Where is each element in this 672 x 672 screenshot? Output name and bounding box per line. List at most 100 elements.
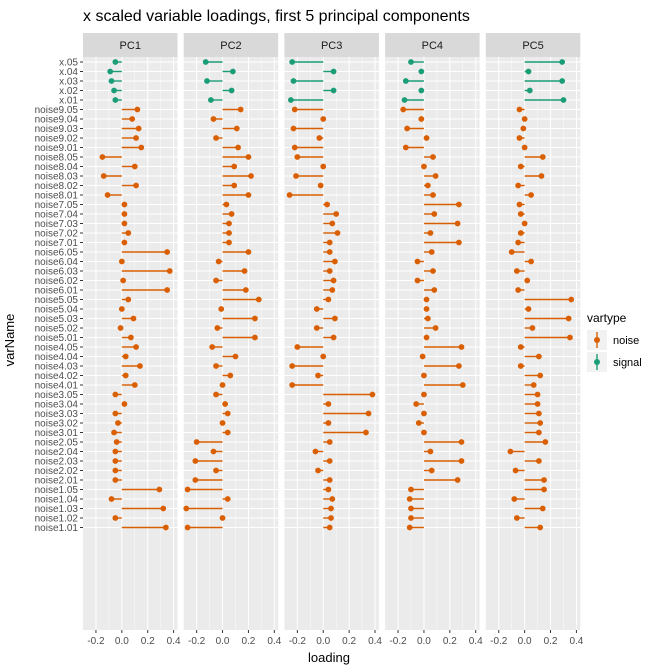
point-noise4.05 — [517, 344, 524, 350]
point-noise5.02 — [313, 325, 320, 331]
strip-background — [83, 33, 178, 57]
y-tick-label-noise8.03: noise8.03 — [35, 172, 79, 183]
y-tick-label-noise2.04: noise2.04 — [35, 447, 79, 458]
point-noise9.04 — [320, 116, 327, 122]
point-noise4.03 — [517, 363, 524, 369]
point-noise7.02 — [226, 230, 232, 236]
point-noise6.05 — [326, 249, 333, 255]
point-noise9.04 — [129, 116, 136, 122]
y-tick-label-noise3.03: noise3.03 — [35, 409, 79, 420]
point-noise9.03 — [135, 125, 142, 132]
point-noise4.05 — [294, 344, 301, 350]
point-noise7.03 — [329, 220, 336, 227]
point-noise8.03 — [248, 173, 254, 179]
point-noise9.05 — [237, 106, 244, 113]
y-tick-label-noise2.05: noise2.05 — [35, 438, 79, 449]
point-noise5.01 — [127, 334, 134, 341]
point-noise6.05 — [428, 249, 435, 255]
point-noise8.04 — [131, 163, 138, 170]
point-noise8.04 — [231, 163, 238, 170]
point-noise6.04 — [528, 258, 535, 265]
point-noise3.04 — [413, 401, 420, 407]
point-noise3.03 — [112, 410, 119, 417]
point-noise3.05 — [534, 391, 541, 398]
point-noise2.05 — [193, 439, 200, 445]
point-noise4.04 — [122, 353, 129, 360]
y-tick-label-noise4.03: noise4.03 — [35, 362, 79, 373]
point-noise3.04 — [534, 401, 541, 407]
point-x.04 — [107, 68, 114, 75]
strip-label-pc4: PC4 — [422, 40, 443, 52]
x-tick-label: 0.0 — [216, 636, 230, 647]
y-tick-label-noise4.02: noise4.02 — [35, 371, 79, 382]
panel-pc1: PC1 — [83, 33, 178, 630]
point-noise2.02 — [213, 467, 219, 474]
point-noise1.05 — [541, 486, 547, 493]
point-noise1.03 — [408, 505, 414, 512]
point-noise3.02 — [115, 420, 121, 426]
point-noise1.01 — [406, 524, 413, 531]
point-noise9.01 — [521, 144, 528, 151]
point-noise3.05 — [213, 391, 219, 398]
point-noise9.02 — [213, 135, 219, 141]
strip-label-pc2: PC2 — [220, 40, 241, 52]
x-tick-label: 0.4 — [569, 636, 583, 647]
point-noise6.01 — [242, 287, 249, 293]
x-tick-label: -0.2 — [87, 636, 105, 647]
panel-pc4: PC4 — [385, 33, 480, 630]
point-noise8.03 — [432, 173, 439, 179]
point-noise3.01 — [421, 429, 427, 436]
point-x.01 — [112, 97, 119, 103]
point-noise9.05 — [134, 106, 141, 113]
point-noise9.03 — [520, 125, 527, 132]
point-noise7.04 — [517, 211, 524, 217]
point-noise6.04 — [215, 258, 222, 265]
point-noise2.02 — [512, 467, 519, 474]
y-tick-label-noise5.04: noise5.04 — [35, 305, 79, 316]
y-tick-label-noise5.05: noise5.05 — [35, 295, 79, 306]
y-tick-label-x.03: x.03 — [59, 77, 78, 88]
panel-background — [183, 57, 279, 630]
point-noise2.05 — [326, 439, 333, 445]
point-noise3.01 — [111, 429, 117, 436]
point-noise4.03 — [137, 363, 143, 369]
panel-background — [485, 57, 581, 630]
x-tick-label: 0.2 — [443, 636, 457, 647]
y-tick-label-x.02: x.02 — [59, 86, 78, 97]
y-tick-label-noise9.04: noise9.04 — [35, 115, 79, 126]
point-noise6.02 — [330, 277, 337, 284]
point-noise2.01 — [454, 477, 461, 483]
point-noise8.02 — [515, 182, 522, 189]
panel-pc3: PC3 — [284, 33, 379, 630]
point-noise6.03 — [326, 268, 333, 274]
point-noise8.05 — [99, 154, 106, 160]
point-noise3.03 — [365, 410, 372, 417]
y-tick-label-noise2.02: noise2.02 — [35, 466, 79, 477]
point-noise9.04 — [521, 116, 528, 122]
point-noise5.02 — [432, 325, 439, 331]
point-noise9.05 — [400, 106, 407, 113]
point-noise7.02 — [517, 230, 524, 236]
point-noise7.01 — [226, 239, 232, 246]
point-noise8.01 — [430, 192, 436, 198]
y-tick-label-noise6.03: noise6.03 — [35, 267, 79, 278]
point-noise1.02 — [328, 515, 334, 521]
point-noise2.04 — [427, 448, 434, 455]
point-noise2.03 — [458, 458, 465, 464]
strip-label-pc3: PC3 — [321, 40, 342, 52]
point-noise1.04 — [108, 496, 115, 502]
point-x.02 — [526, 87, 533, 94]
point-noise9.01 — [138, 144, 145, 151]
point-noise2.04 — [507, 448, 514, 455]
point-noise7.01 — [455, 239, 462, 246]
point-noise9.01 — [402, 144, 409, 151]
point-noise2.03 — [192, 458, 199, 464]
point-noise2.04 — [112, 448, 119, 455]
point-noise8.05 — [294, 154, 301, 160]
point-x.03 — [204, 78, 210, 84]
y-tick-label-noise9.02: noise9.02 — [35, 134, 79, 145]
y-tick-label-noise1.02: noise1.02 — [35, 514, 79, 525]
point-noise7.03 — [121, 220, 128, 227]
point-x.05 — [559, 59, 566, 65]
point-noise5.02 — [529, 325, 536, 331]
